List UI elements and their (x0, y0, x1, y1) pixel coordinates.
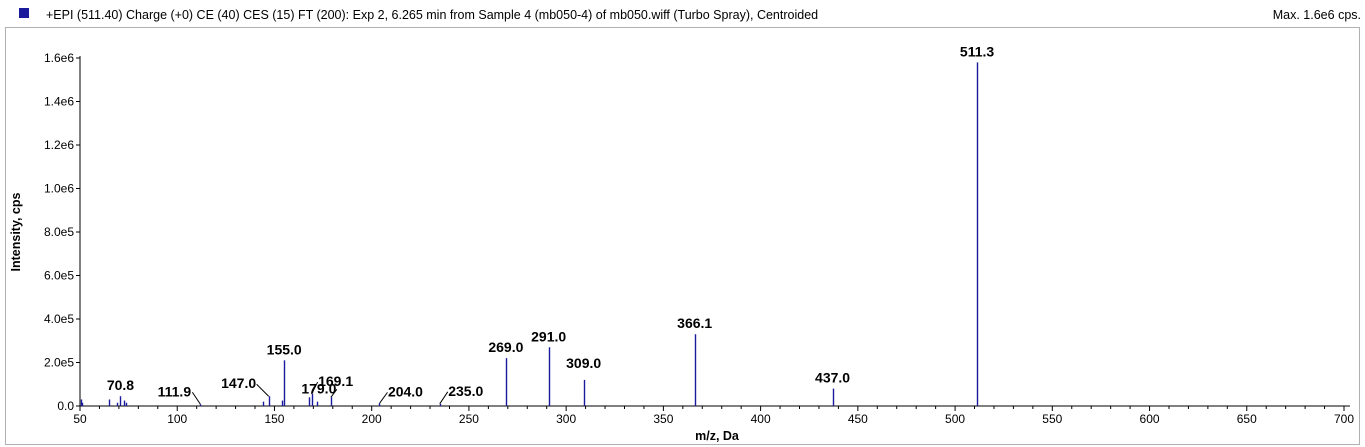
peak-label: 235.0 (448, 383, 483, 399)
plot-frame (5, 27, 1360, 445)
x-tick-label: 600 (1140, 412, 1160, 426)
y-axis-title: Intensity, cps (9, 192, 23, 271)
peak-label: 155.0 (267, 341, 302, 357)
peak-label-leader (439, 391, 449, 405)
x-tick-label: 450 (848, 412, 868, 426)
spectrum-title: +EPI (511.40) Charge (+0) CE (40) CES (1… (46, 8, 819, 22)
x-tick-label: 200 (362, 412, 382, 426)
x-tick-label: 300 (556, 412, 576, 426)
chart-header: +EPI (511.40) Charge (+0) CE (40) CES (1… (0, 0, 1365, 28)
x-tick-label: 700 (1334, 412, 1354, 426)
peak-label: 269.0 (488, 339, 523, 355)
peak-label: 309.0 (566, 355, 601, 371)
x-tick-label: 500 (945, 412, 965, 426)
y-tick-label: 4.0e5 (44, 312, 74, 326)
series-legend-swatch (19, 8, 29, 18)
peak-label: 111.9 (158, 383, 192, 399)
x-axis-title: m/z, Da (695, 429, 740, 443)
x-tick-label: 100 (167, 412, 187, 426)
peak-label: 511.3 (960, 43, 994, 59)
peak-label: 147.0 (221, 375, 256, 391)
peak-label: 204.0 (388, 383, 423, 399)
y-tick-label: 1.6e6 (44, 51, 74, 65)
x-tick-label: 650 (1237, 412, 1257, 426)
peak-label: 179.0 (301, 380, 336, 396)
peak-label-leader (311, 381, 319, 395)
x-tick-label: 250 (459, 412, 479, 426)
x-tick-label: 400 (751, 412, 771, 426)
y-tick-label: 0.0 (57, 399, 74, 413)
y-tick-label: 8.0e5 (44, 225, 74, 239)
peak-label: 437.0 (815, 370, 850, 386)
y-tick-label: 1.4e6 (44, 95, 74, 109)
peak-label-leader (191, 391, 201, 405)
peak-label-leader (330, 388, 338, 398)
peak-label: 291.0 (531, 328, 566, 344)
peak-label: 366.1 (677, 315, 712, 331)
x-tick-label: 50 (73, 412, 87, 426)
y-tick-label: 6.0e5 (44, 269, 74, 283)
y-tick-label: 1.0e6 (44, 182, 74, 196)
y-tick-label: 2.0e5 (44, 356, 74, 370)
x-tick-label: 550 (1042, 412, 1062, 426)
peak-label: 70.8 (107, 377, 134, 393)
peak-label-leader (256, 383, 269, 397)
peak-label: 169.1 (318, 373, 353, 389)
peak-label-leader (379, 392, 388, 404)
x-tick-label: 150 (264, 412, 284, 426)
max-intensity-label: Max. 1.6e6 cps. (1272, 8, 1361, 22)
x-tick-label: 350 (653, 412, 673, 426)
y-tick-label: 1.2e6 (44, 138, 74, 152)
